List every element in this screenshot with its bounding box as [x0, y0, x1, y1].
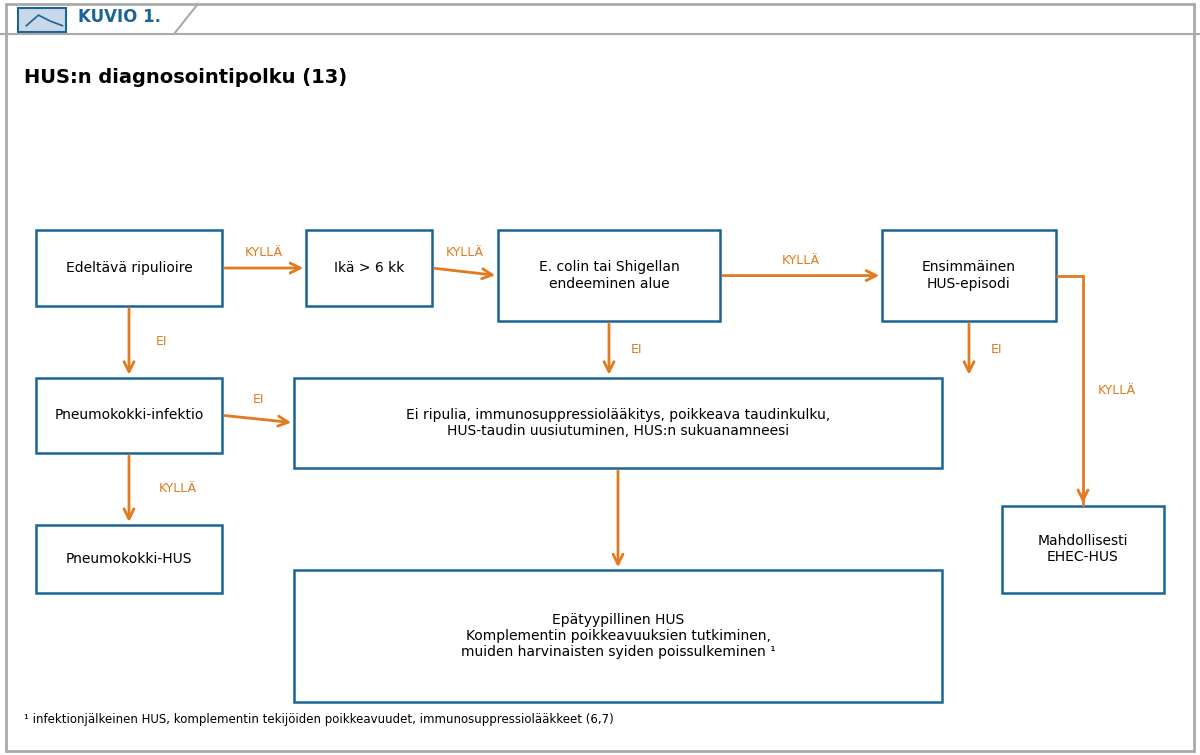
FancyBboxPatch shape — [306, 230, 432, 306]
FancyBboxPatch shape — [1002, 506, 1164, 593]
Text: Pneumokokki-infektio: Pneumokokki-infektio — [54, 408, 204, 422]
FancyBboxPatch shape — [36, 525, 222, 593]
Text: EI: EI — [156, 335, 167, 348]
Text: E. colin tai Shigellan
endeeminen alue: E. colin tai Shigellan endeeminen alue — [539, 260, 679, 291]
FancyBboxPatch shape — [36, 378, 222, 453]
Text: KYLLÄ: KYLLÄ — [446, 246, 484, 259]
Text: ¹ infektionjälkeinen HUS, komplementin tekijöiden poikkeavuudet, immunosuppressi: ¹ infektionjälkeinen HUS, komplementin t… — [24, 713, 613, 726]
Text: KYLLÄ: KYLLÄ — [158, 482, 197, 495]
FancyBboxPatch shape — [882, 230, 1056, 321]
Text: Ikä > 6 kk: Ikä > 6 kk — [334, 261, 404, 275]
FancyBboxPatch shape — [294, 570, 942, 702]
Text: HUS:n diagnosointipolku (13): HUS:n diagnosointipolku (13) — [24, 68, 347, 87]
Text: Ensimmäinen
HUS-episodi: Ensimmäinen HUS-episodi — [922, 260, 1016, 291]
Text: Pneumokokki-HUS: Pneumokokki-HUS — [66, 552, 192, 565]
Text: EI: EI — [252, 393, 264, 406]
Text: KYLLÄ: KYLLÄ — [245, 246, 283, 259]
Text: KYLLÄ: KYLLÄ — [1097, 384, 1135, 397]
Text: KUVIO 1.: KUVIO 1. — [78, 8, 161, 26]
Text: Epätyypillinen HUS
Komplementin poikkeavuuksien tutkiminen,
muiden harvinaisten : Epätyypillinen HUS Komplementin poikkeav… — [461, 613, 775, 659]
Text: Edeltävä ripulioire: Edeltävä ripulioire — [66, 261, 192, 275]
Text: EI: EI — [631, 343, 642, 356]
Text: EI: EI — [991, 343, 1002, 356]
Text: Mahdollisesti
EHEC-HUS: Mahdollisesti EHEC-HUS — [1038, 535, 1128, 565]
FancyBboxPatch shape — [498, 230, 720, 321]
Text: Ei ripulia, immunosuppressiolääkitys, poikkeava taudinkulku,
HUS-taudin uusiutum: Ei ripulia, immunosuppressiolääkitys, po… — [406, 408, 830, 438]
FancyBboxPatch shape — [36, 230, 222, 306]
FancyBboxPatch shape — [18, 8, 66, 32]
Text: KYLLÄ: KYLLÄ — [782, 254, 820, 267]
FancyBboxPatch shape — [294, 378, 942, 468]
